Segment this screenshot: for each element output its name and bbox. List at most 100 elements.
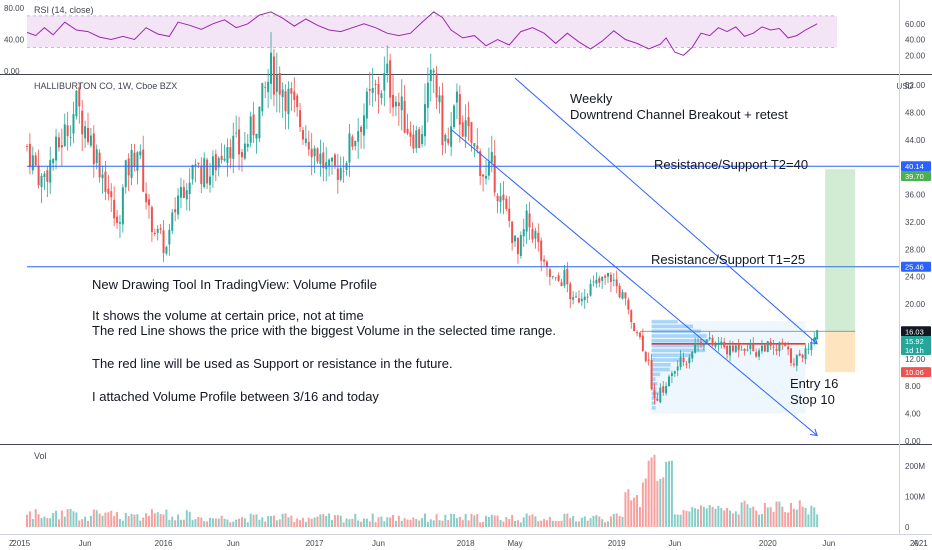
rsi-left-tick-label: 80.00 bbox=[4, 4, 25, 13]
volume-bar bbox=[461, 520, 464, 527]
candle-body bbox=[644, 351, 647, 362]
volume-bar bbox=[496, 515, 499, 527]
volume-bar bbox=[197, 516, 200, 527]
volume-bar bbox=[795, 509, 798, 527]
volume-bar bbox=[621, 516, 624, 527]
candle-body bbox=[322, 152, 325, 169]
candle-body bbox=[200, 165, 203, 185]
candle-body bbox=[374, 83, 377, 85]
drawings[interactable] bbox=[27, 77, 899, 437]
volume-bar bbox=[418, 520, 421, 527]
volume-bar bbox=[403, 518, 406, 527]
candles bbox=[26, 32, 819, 405]
candle-body bbox=[609, 274, 612, 282]
candle-body bbox=[601, 276, 604, 281]
candle-body bbox=[441, 95, 444, 146]
log-scale-toggle[interactable]: Z bbox=[9, 539, 14, 548]
candle-body bbox=[107, 188, 110, 194]
volume-bar bbox=[57, 519, 60, 527]
volume-bar bbox=[142, 517, 145, 527]
volume-bar bbox=[165, 509, 168, 527]
volume-bar bbox=[487, 517, 490, 527]
volume-bar bbox=[325, 515, 328, 527]
candle-body bbox=[310, 148, 313, 158]
candle-body bbox=[142, 149, 145, 192]
volume-bar bbox=[514, 521, 517, 527]
time-axis[interactable]: 2015 Jun 2016 Jun 2017 Jun 2018 May 2019 Jun 2020 J… bbox=[12, 539, 928, 548]
candle-body bbox=[397, 102, 400, 106]
candle-body bbox=[203, 158, 206, 188]
volume-bar bbox=[159, 513, 162, 527]
volume-bar bbox=[516, 520, 519, 527]
candle-body bbox=[615, 279, 618, 287]
candle-body bbox=[57, 137, 60, 148]
price-tag-label: 39.70 bbox=[905, 172, 924, 181]
candle-body bbox=[589, 284, 592, 296]
long-position-target-zone[interactable] bbox=[825, 169, 856, 332]
rsi-pane: RSI (14, close) 80.00 40.00 0.00 60.00 40.0… bbox=[4, 4, 926, 76]
channel-lower-line[interactable] bbox=[450, 129, 818, 436]
candle-body bbox=[168, 229, 171, 245]
candle-body bbox=[723, 342, 726, 348]
candle-body bbox=[60, 145, 63, 148]
candle-body bbox=[406, 128, 409, 134]
volume-bar bbox=[450, 513, 453, 527]
candle-body bbox=[522, 229, 525, 237]
time-axis-label: Jun bbox=[227, 539, 240, 548]
volume-bar bbox=[409, 519, 412, 527]
volume-bar bbox=[438, 520, 441, 527]
stop-annotation: Stop 10 bbox=[790, 392, 835, 407]
volume-label: Vol bbox=[34, 451, 47, 461]
candle-body bbox=[52, 158, 55, 164]
candle-body bbox=[209, 176, 212, 185]
candle-body bbox=[583, 296, 586, 301]
volume-bar bbox=[37, 514, 40, 527]
candle-body bbox=[362, 115, 365, 136]
candle-body bbox=[156, 228, 159, 233]
candle-body bbox=[633, 323, 636, 332]
volume-bar bbox=[148, 515, 151, 527]
candle-body bbox=[618, 285, 621, 298]
volume-bar bbox=[75, 512, 78, 527]
candle-body bbox=[511, 221, 514, 243]
candle-body bbox=[400, 96, 403, 111]
volume-bar bbox=[717, 505, 720, 527]
volume-bar bbox=[598, 516, 601, 527]
candle-body bbox=[217, 158, 220, 168]
volume-bar bbox=[374, 522, 377, 527]
candle-body bbox=[461, 122, 464, 137]
candle-body bbox=[763, 344, 766, 352]
volume-bar bbox=[679, 514, 682, 527]
volume-bar bbox=[705, 508, 708, 527]
volume-bar bbox=[801, 506, 804, 527]
auto-scale-toggle[interactable]: A bbox=[913, 539, 919, 548]
volume-bar bbox=[235, 519, 238, 527]
long-position-stop-zone[interactable] bbox=[825, 331, 856, 373]
candle-body bbox=[784, 343, 787, 347]
candle-body bbox=[685, 363, 688, 365]
volume-tick-label: 100M bbox=[905, 493, 925, 502]
volume-bar bbox=[575, 521, 578, 527]
candle-body bbox=[540, 240, 543, 261]
volume-bar bbox=[272, 515, 275, 527]
candle-body bbox=[656, 398, 659, 401]
candle-body bbox=[545, 261, 548, 268]
time-axis-label: 2021 bbox=[910, 539, 928, 548]
candle-body bbox=[653, 390, 656, 398]
channel-upper-line[interactable] bbox=[514, 77, 818, 345]
volume-bar bbox=[179, 519, 182, 527]
volume-bar bbox=[284, 513, 287, 527]
volume-bar bbox=[479, 522, 482, 527]
candle-body bbox=[746, 349, 749, 351]
volume-bar bbox=[758, 514, 761, 527]
candle-body bbox=[572, 297, 575, 300]
volume-bar bbox=[301, 517, 304, 527]
price-tick-label: 44.00 bbox=[905, 136, 926, 145]
candle-body bbox=[43, 173, 46, 178]
volume-bar bbox=[46, 518, 49, 527]
volume-bar bbox=[694, 508, 697, 527]
volume-profile-bar bbox=[651, 343, 705, 348]
volume-bar bbox=[287, 517, 290, 527]
candle-body bbox=[476, 145, 479, 150]
